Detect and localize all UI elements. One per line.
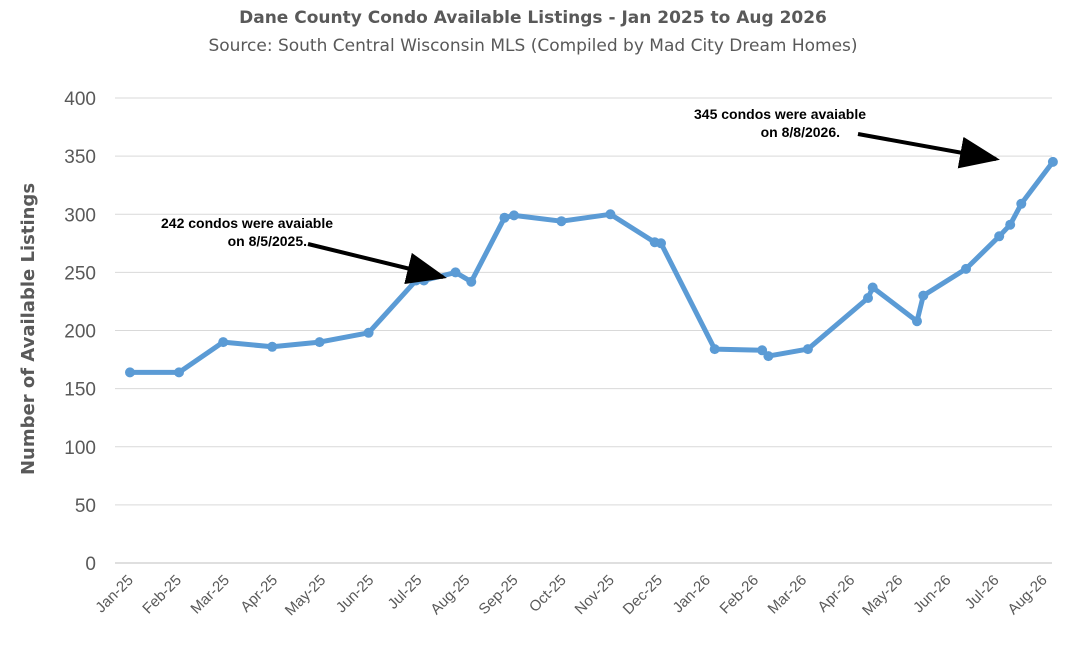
data-point xyxy=(994,231,1005,242)
annotation-text-line2: on 8/5/2025. xyxy=(228,233,307,249)
x-tick-label: Jun-26 xyxy=(910,572,954,616)
annotations: 242 condos were avaiable on 8/5/2025. 345 … xyxy=(161,106,1000,284)
data-point xyxy=(912,316,922,327)
data-point xyxy=(757,345,768,356)
annotation-text-line2: on 8/8/2026. xyxy=(761,124,840,140)
x-tick-label: Jul-26 xyxy=(962,572,1003,613)
x-tick-label: Jun-25 xyxy=(333,572,377,616)
y-tick-label: 200 xyxy=(64,322,96,343)
data-point xyxy=(867,282,878,293)
data-point xyxy=(605,209,616,220)
x-tick-label: Mar-25 xyxy=(187,572,233,618)
y-tick-label: 350 xyxy=(64,147,96,168)
x-tick-label: May-26 xyxy=(859,572,906,619)
x-tick-label: Sep-25 xyxy=(475,572,521,618)
y-axis-ticks: 0 50 100 150 200 250 300 350 400 xyxy=(64,89,96,575)
x-tick-label: Mar-26 xyxy=(765,572,811,618)
data-point xyxy=(961,263,971,274)
data-point xyxy=(863,293,873,303)
gridlines xyxy=(115,97,1052,564)
y-tick-label: 400 xyxy=(64,89,96,110)
data-point xyxy=(709,344,720,355)
data-point xyxy=(1016,198,1027,209)
data-point xyxy=(1047,156,1058,167)
data-point xyxy=(499,212,510,223)
y-tick-label: 300 xyxy=(64,205,96,226)
x-tick-label: Dec-25 xyxy=(620,572,666,618)
x-tick-label: Nov-25 xyxy=(572,572,618,618)
y-axis-label: Number of Available Listings xyxy=(18,183,39,475)
data-point xyxy=(267,341,278,352)
x-tick-label: Aug-26 xyxy=(1005,572,1051,618)
data-point xyxy=(174,367,184,378)
y-tick-label: 100 xyxy=(64,438,96,459)
data-point xyxy=(918,290,929,301)
y-tick-label: 150 xyxy=(64,380,96,401)
y-tick-label: 50 xyxy=(75,496,96,517)
data-point xyxy=(802,344,813,355)
x-tick-label: Feb-25 xyxy=(139,572,185,618)
annotation-text-line1: 345 condos were avaiable xyxy=(694,106,866,122)
data-point xyxy=(218,337,229,348)
x-tick-label: Apr-25 xyxy=(237,572,281,616)
chart-subtitle: Source: South Central Wisconsin MLS (Com… xyxy=(208,36,858,56)
data-point xyxy=(466,276,477,287)
data-point xyxy=(363,327,374,338)
x-tick-label: Oct-25 xyxy=(526,572,570,616)
x-tick-label: Jan-26 xyxy=(670,572,714,616)
y-tick-label: 250 xyxy=(64,263,96,284)
annotation-arrow xyxy=(307,242,447,284)
series-line-0 xyxy=(127,159,1056,375)
data-point xyxy=(1005,219,1016,230)
x-tick-label: Jan-25 xyxy=(92,572,136,616)
x-tick-label: Aug-25 xyxy=(427,572,473,618)
data-point xyxy=(656,238,666,249)
data-point xyxy=(125,367,135,378)
x-tick-label: Jul-25 xyxy=(385,572,426,613)
data-point xyxy=(418,275,429,286)
series-layer xyxy=(125,156,1058,378)
data-point xyxy=(763,351,774,362)
x-axis-ticks: Jan-25 Feb-25 Mar-25 Apr-25 May-25 Jun-25 Jul-… xyxy=(92,572,1050,619)
chart-title: Dane County Condo Available Listings - J… xyxy=(239,8,827,28)
y-tick-label: 0 xyxy=(85,554,96,575)
data-point xyxy=(509,210,519,221)
data-point xyxy=(314,337,325,348)
data-point xyxy=(556,216,567,227)
data-point xyxy=(450,267,461,278)
annotation-text-line1: 242 condos were avaiable xyxy=(161,215,333,231)
annotation-arrow xyxy=(857,132,1000,169)
x-tick-label: Feb-26 xyxy=(716,572,762,618)
x-tick-label: Apr-26 xyxy=(814,572,858,616)
x-tick-label: May-25 xyxy=(282,572,329,619)
